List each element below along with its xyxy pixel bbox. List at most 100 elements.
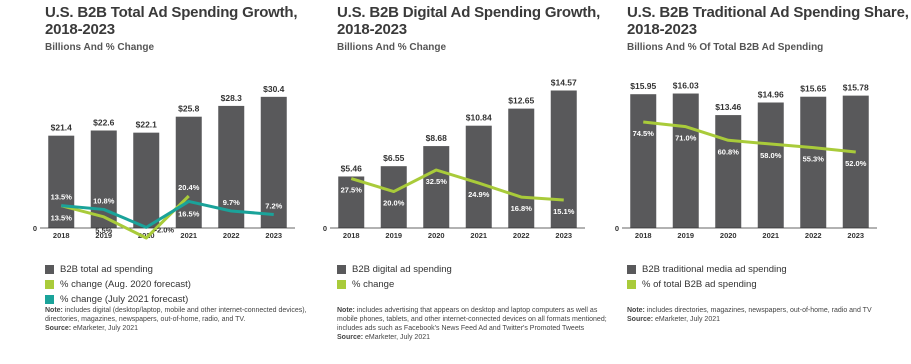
- bar-value-label: $22.6: [93, 117, 115, 127]
- chart-panel: U.S. B2B Traditional Ad Spending Share, …: [615, 0, 911, 364]
- source-text: eMarketer, July 2021: [73, 325, 138, 332]
- legend-swatch: [627, 265, 636, 274]
- legend-label: % change (July 2021 forecast): [60, 294, 189, 305]
- line-value-label: 32.5%: [426, 177, 448, 186]
- bar: [175, 116, 202, 228]
- x-tick-label: 2022: [805, 231, 822, 240]
- legend-label: % of total B2B ad spending: [642, 279, 757, 290]
- bar-value-label: $28.3: [221, 93, 243, 103]
- source: Source: eMarketer, July 2021: [45, 324, 315, 333]
- legend-swatch: [45, 295, 54, 304]
- bar-value-label: $8.68: [426, 133, 448, 143]
- note-text: includes directories, magazines, newspap…: [646, 307, 872, 314]
- bar: [757, 102, 784, 228]
- chart-title: U.S. B2B Digital Ad Spending Growth, 201…: [337, 4, 601, 38]
- bar: [133, 132, 160, 228]
- line-value-label: 13.5%: [51, 214, 73, 223]
- line-value-label: 7.2%: [265, 201, 282, 210]
- bar-value-label: $14.96: [758, 90, 784, 100]
- bar: [380, 166, 407, 228]
- note-text: includes digital (desktop/laptop, mobile…: [45, 307, 307, 323]
- line-series: [60, 194, 190, 240]
- x-tick-label: 2018: [53, 231, 70, 240]
- chart-subtitle: Billions And % Of Total B2B Ad Spending: [627, 42, 824, 53]
- bar-value-label: $5.46: [341, 163, 363, 173]
- x-tick-label: 2021: [762, 231, 779, 240]
- line-value-label: 27.5%: [341, 186, 363, 195]
- line-value-label: -2.0%: [154, 225, 174, 234]
- x-tick-label: 2021: [470, 231, 487, 240]
- x-tick-label: 2019: [677, 231, 694, 240]
- note-label: Note:: [45, 307, 63, 314]
- legend-swatch: [45, 280, 54, 289]
- chart-subtitle: Billions And % Change: [45, 42, 155, 53]
- line-value-label: 58.0%: [760, 151, 782, 160]
- source-label: Source:: [627, 316, 654, 323]
- x-tick-label: 2018: [635, 231, 652, 240]
- x-tick-label: 2023: [265, 231, 282, 240]
- legend-item: % change (Aug. 2020 forecast): [45, 277, 191, 292]
- bar-value-label: $25.8: [178, 104, 200, 114]
- bar-value-label: $12.65: [508, 96, 534, 106]
- legend: B2B digital ad spending % change: [337, 262, 452, 292]
- x-tick-label: 2023: [555, 231, 572, 240]
- bar-value-label: $30.4: [263, 84, 285, 94]
- line-value-label: 55.3%: [803, 155, 825, 164]
- source-text: eMarketer, July 2021: [655, 316, 720, 323]
- legend-swatch: [337, 265, 346, 274]
- x-tick-label: 2021: [180, 231, 197, 240]
- legend-label: % change (Aug. 2020 forecast): [60, 279, 191, 290]
- bar: [842, 95, 869, 228]
- legend-label: B2B total ad spending: [60, 264, 153, 275]
- x-tick-label: 2022: [223, 231, 240, 240]
- line-value-label: 13.5%: [51, 193, 73, 202]
- source-text: eMarketer, July 2021: [365, 334, 430, 341]
- line-value-label: 16.8%: [511, 204, 533, 213]
- line-value-label: 10.8%: [93, 196, 115, 205]
- plot: 2018 2019 2020 2021 2022 2023 $21.4 $22.6 $22.1 $…: [33, 84, 295, 247]
- plot: 2018 2019 2020 2021 2022 2023 $5.46 $6.55 $8.68 $…: [323, 77, 585, 240]
- bar: [672, 93, 699, 228]
- legend-item: % of total B2B ad spending: [627, 277, 787, 292]
- chart-panel: U.S. B2B Total Ad Spending Growth, 2018-…: [33, 0, 330, 364]
- legend-swatch: [337, 280, 346, 289]
- legend: B2B traditional media ad spending % of to…: [627, 262, 787, 292]
- source-label: Source:: [337, 334, 364, 341]
- line-value-label: 60.8%: [718, 147, 740, 156]
- chart-subtitle: Billions And % Change: [337, 42, 447, 53]
- bar-value-label: $16.03: [673, 81, 699, 91]
- bar: [465, 125, 492, 228]
- bar-value-label: $15.78: [843, 83, 869, 93]
- bar-value-label: $10.84: [466, 113, 492, 123]
- bar-value-label: $13.46: [715, 102, 741, 112]
- line-value-label: 16.5%: [178, 209, 200, 218]
- line-value-label: 20.4%: [178, 183, 200, 192]
- plot: 2018 2019 2020 2021 2022 2023 $15.95 $16.03 $13.…: [615, 81, 877, 240]
- y-tick-label: 0: [33, 224, 37, 233]
- note-label: Note:: [337, 307, 355, 314]
- bar-value-label: $6.55: [383, 153, 405, 163]
- bar: [800, 96, 827, 228]
- source: Source: eMarketer, July 2021: [337, 333, 607, 342]
- bar: [630, 94, 657, 228]
- note: Note: includes digital (desktop/laptop, …: [45, 306, 315, 333]
- line-value-label: 52.0%: [845, 159, 867, 168]
- legend-label: B2B traditional media ad spending: [642, 264, 787, 275]
- line-series: [643, 120, 856, 154]
- x-tick-label: 2020: [428, 231, 445, 240]
- line-value-label: 74.5%: [633, 129, 655, 138]
- chart-panel: U.S. B2B Digital Ad Spending Growth, 201…: [323, 0, 622, 364]
- bar-value-label: $21.4: [51, 123, 73, 133]
- line-series: [61, 199, 274, 229]
- line-series: [350, 168, 564, 202]
- y-tick-label: 0: [323, 224, 327, 233]
- chart-title: U.S. B2B Total Ad Spending Growth, 2018-…: [45, 4, 298, 38]
- bar-value-label: $15.95: [630, 81, 656, 91]
- line-value-label: 24.9%: [468, 190, 490, 199]
- line-value-label: 9.7%: [223, 198, 240, 207]
- legend-item: % change (July 2021 forecast): [45, 292, 191, 307]
- legend-swatch: [627, 280, 636, 289]
- legend: B2B total ad spending % change (Aug. 2020…: [45, 262, 191, 307]
- bar: [260, 96, 287, 228]
